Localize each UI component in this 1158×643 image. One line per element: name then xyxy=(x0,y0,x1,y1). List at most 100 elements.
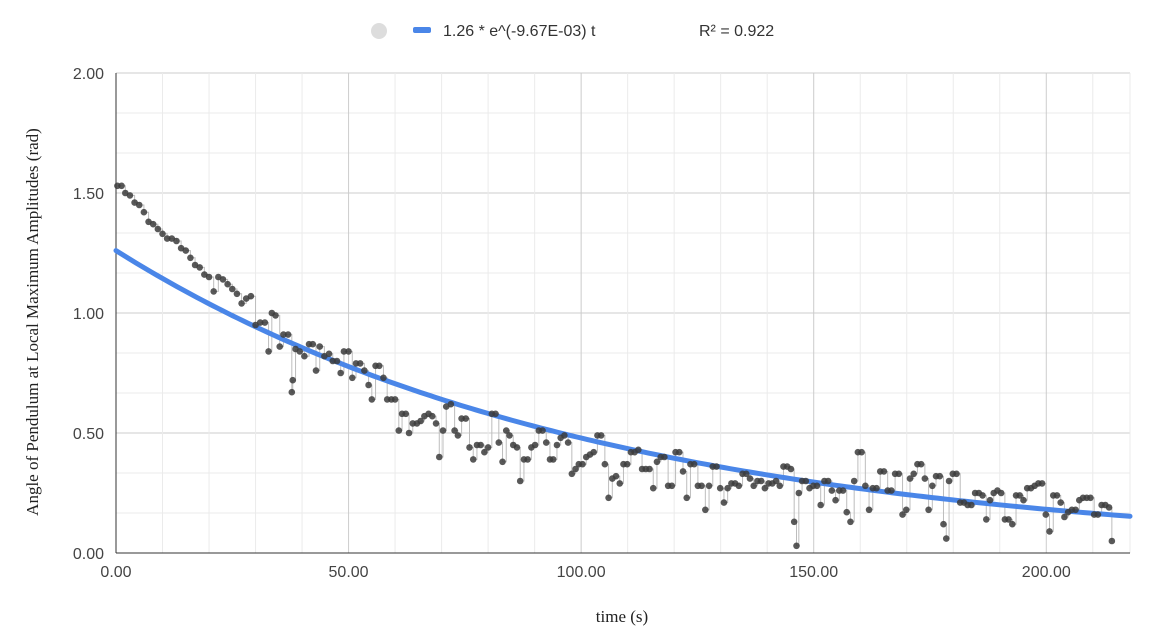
data-point xyxy=(746,475,754,482)
data-point xyxy=(1094,511,1102,518)
data-point xyxy=(159,230,166,238)
data-point xyxy=(888,487,895,494)
data-point xyxy=(247,292,255,300)
data-point xyxy=(850,477,858,485)
y-tick-labels: 0.00 0.50 1.00 1.50 2.00 xyxy=(73,66,104,563)
data-point xyxy=(817,501,824,509)
data-point xyxy=(301,352,308,360)
data-point xyxy=(635,446,642,454)
data-point xyxy=(679,468,687,475)
data-point xyxy=(549,456,557,463)
data-point xyxy=(375,362,383,370)
data-point xyxy=(256,319,264,326)
data-point xyxy=(605,494,612,502)
legend-r-squared-label: R² = 0.922 xyxy=(699,23,774,40)
data-point xyxy=(1057,499,1064,506)
data-point xyxy=(149,220,157,228)
data-point xyxy=(154,225,162,233)
data-point xyxy=(466,444,473,451)
data-point xyxy=(623,460,631,468)
data-point xyxy=(690,460,698,468)
data-point xyxy=(787,465,795,473)
data-point xyxy=(289,376,297,384)
data-point xyxy=(902,506,910,514)
data-point xyxy=(899,511,906,518)
x-tick-label: 100.00 xyxy=(557,564,606,581)
data-point xyxy=(365,381,372,389)
data-point xyxy=(1087,494,1094,502)
x-tick-label: 50.00 xyxy=(329,564,369,581)
data-point xyxy=(761,484,769,492)
data-point xyxy=(865,506,873,514)
data-point xyxy=(906,475,914,482)
data-point xyxy=(1072,506,1079,514)
legend: 1.26 * e^(-9.67E-03) t R² = 0.922 xyxy=(371,23,774,40)
data-point xyxy=(516,477,524,485)
data-point xyxy=(997,489,1005,497)
data-point xyxy=(982,516,990,523)
data-point xyxy=(224,280,231,288)
data-point xyxy=(380,374,387,382)
data-point xyxy=(843,508,851,516)
data-point xyxy=(813,482,821,490)
data-point xyxy=(196,264,204,271)
data-point xyxy=(361,367,368,374)
data-point xyxy=(325,350,333,358)
data-point xyxy=(917,460,925,468)
legend-series-marker-icon xyxy=(371,23,387,39)
data-point xyxy=(895,470,903,478)
data-point xyxy=(828,487,836,494)
data-point xyxy=(1108,537,1116,545)
data-point xyxy=(506,432,513,439)
data-point xyxy=(720,499,728,506)
data-point xyxy=(447,400,455,408)
data-point xyxy=(205,273,213,281)
data-point xyxy=(925,506,932,514)
data-point xyxy=(484,444,492,451)
data-point xyxy=(337,369,344,377)
data-point xyxy=(802,477,810,485)
data-point xyxy=(858,448,865,456)
data-point xyxy=(579,460,586,468)
data-point xyxy=(750,482,758,490)
data-point xyxy=(661,453,668,461)
data-point xyxy=(316,343,324,350)
data-point xyxy=(345,348,352,355)
data-point xyxy=(1020,496,1027,504)
x-axis-title: time (s) xyxy=(596,607,648,626)
data-point xyxy=(348,374,356,382)
x-tick-label: 200.00 xyxy=(1022,564,1071,581)
data-point xyxy=(940,520,947,528)
data-point xyxy=(553,441,561,449)
data-point xyxy=(451,427,458,434)
data-point xyxy=(910,470,918,478)
x-tick-label: 150.00 xyxy=(789,564,838,581)
legend-trendline-label: 1.26 * e^(-9.67E-03) t xyxy=(443,23,596,40)
data-point xyxy=(968,501,975,509)
data-point xyxy=(561,432,568,439)
data-point xyxy=(683,494,691,502)
data-point xyxy=(653,458,661,466)
data-point xyxy=(936,472,944,480)
data-point xyxy=(572,465,579,473)
axes xyxy=(115,73,1130,554)
data-point xyxy=(564,439,572,446)
y-tick-label: 2.00 xyxy=(73,66,104,83)
data-point xyxy=(979,492,986,499)
y-tick-label: 1.00 xyxy=(73,306,104,323)
data-point xyxy=(616,480,624,487)
data-point xyxy=(462,415,470,422)
data-point xyxy=(1016,492,1024,499)
data-point xyxy=(839,487,847,494)
data-point xyxy=(296,348,304,355)
data-point xyxy=(187,254,194,262)
data-point xyxy=(1005,516,1012,523)
data-point xyxy=(118,182,125,190)
data-point xyxy=(469,456,477,463)
data-point xyxy=(1046,528,1053,535)
data-point xyxy=(417,417,424,425)
data-point xyxy=(668,482,676,490)
data-point xyxy=(705,482,713,490)
